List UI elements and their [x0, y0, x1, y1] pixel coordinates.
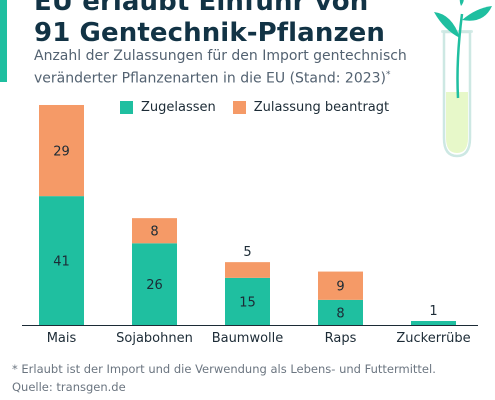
data-label-pending-mais: 29	[53, 145, 70, 160]
data-label-pending-sojabohnen: 8	[150, 225, 158, 240]
legend-swatch-approved	[120, 100, 133, 114]
category-label-zuckerruebe: Zuckerrübe	[396, 331, 470, 346]
data-label-approved-mais: 41	[53, 255, 70, 270]
title-accent-bar	[0, 0, 7, 82]
footnote-marker: *	[386, 70, 391, 80]
data-label-approved-zuckerruebe: 1	[429, 304, 437, 319]
page-title: EU erlaubt Einfuhr von 91 Gentechnik-Pfl…	[34, 0, 385, 49]
bar-pending-sojabohnen	[132, 218, 177, 244]
legend-label-pending: Zulassung beantragt	[253, 99, 390, 115]
legend-swatch-pending	[232, 100, 246, 114]
data-label-approved-sojabohnen: 26	[146, 278, 163, 293]
category-label-sojabohnen: Sojabohnen	[116, 331, 193, 346]
bar-pending-mais	[39, 104, 84, 197]
bar-approved-baumwolle	[225, 277, 270, 325]
legend-item-pending: Zulassung beantragt	[232, 99, 390, 115]
footnote-text: * Erlaubt ist der Import und die Verwend…	[12, 362, 436, 376]
legend-item-approved: Zugelassen	[120, 100, 216, 115]
source-text: Quelle: transgen.de	[12, 380, 126, 394]
subtitle: Anzahl der Zulassungen für den Import ge…	[34, 47, 407, 89]
chart-footer: * Erlaubt ist der Import und die Verwend…	[12, 360, 436, 396]
chart-legend: Zugelassen Zulassung beantragt	[120, 98, 406, 116]
category-label-mais: Mais	[47, 331, 77, 346]
category-label-baumwolle: Baumwolle	[212, 331, 284, 346]
category-label-raps: Raps	[325, 331, 357, 346]
title-line-2: 91 Gentechnik-Pflanzen	[34, 18, 386, 48]
bar-approved-raps	[318, 299, 363, 325]
legend-label-approved: Zugelassen	[141, 99, 216, 115]
bar-pending-raps	[318, 271, 363, 300]
bar-approved-mais	[39, 196, 84, 325]
subtitle-line-2: veränderter Pflanzenarten in die EU (Sta…	[34, 70, 387, 87]
data-label-pending-raps: 9	[336, 280, 344, 295]
data-label-pending-baumwolle: 5	[243, 245, 251, 260]
bar-approved-sojabohnen	[132, 243, 177, 325]
bar-pending-baumwolle	[225, 262, 270, 278]
data-label-approved-baumwolle: 15	[239, 295, 256, 310]
data-label-approved-raps: 8	[336, 306, 344, 321]
bar-approved-zuckerruebe	[411, 321, 456, 325]
subtitle-line-1: Anzahl der Zulassungen für den Import ge…	[34, 48, 407, 64]
title-line-1: EU erlaubt Einfuhr von	[34, 0, 369, 17]
